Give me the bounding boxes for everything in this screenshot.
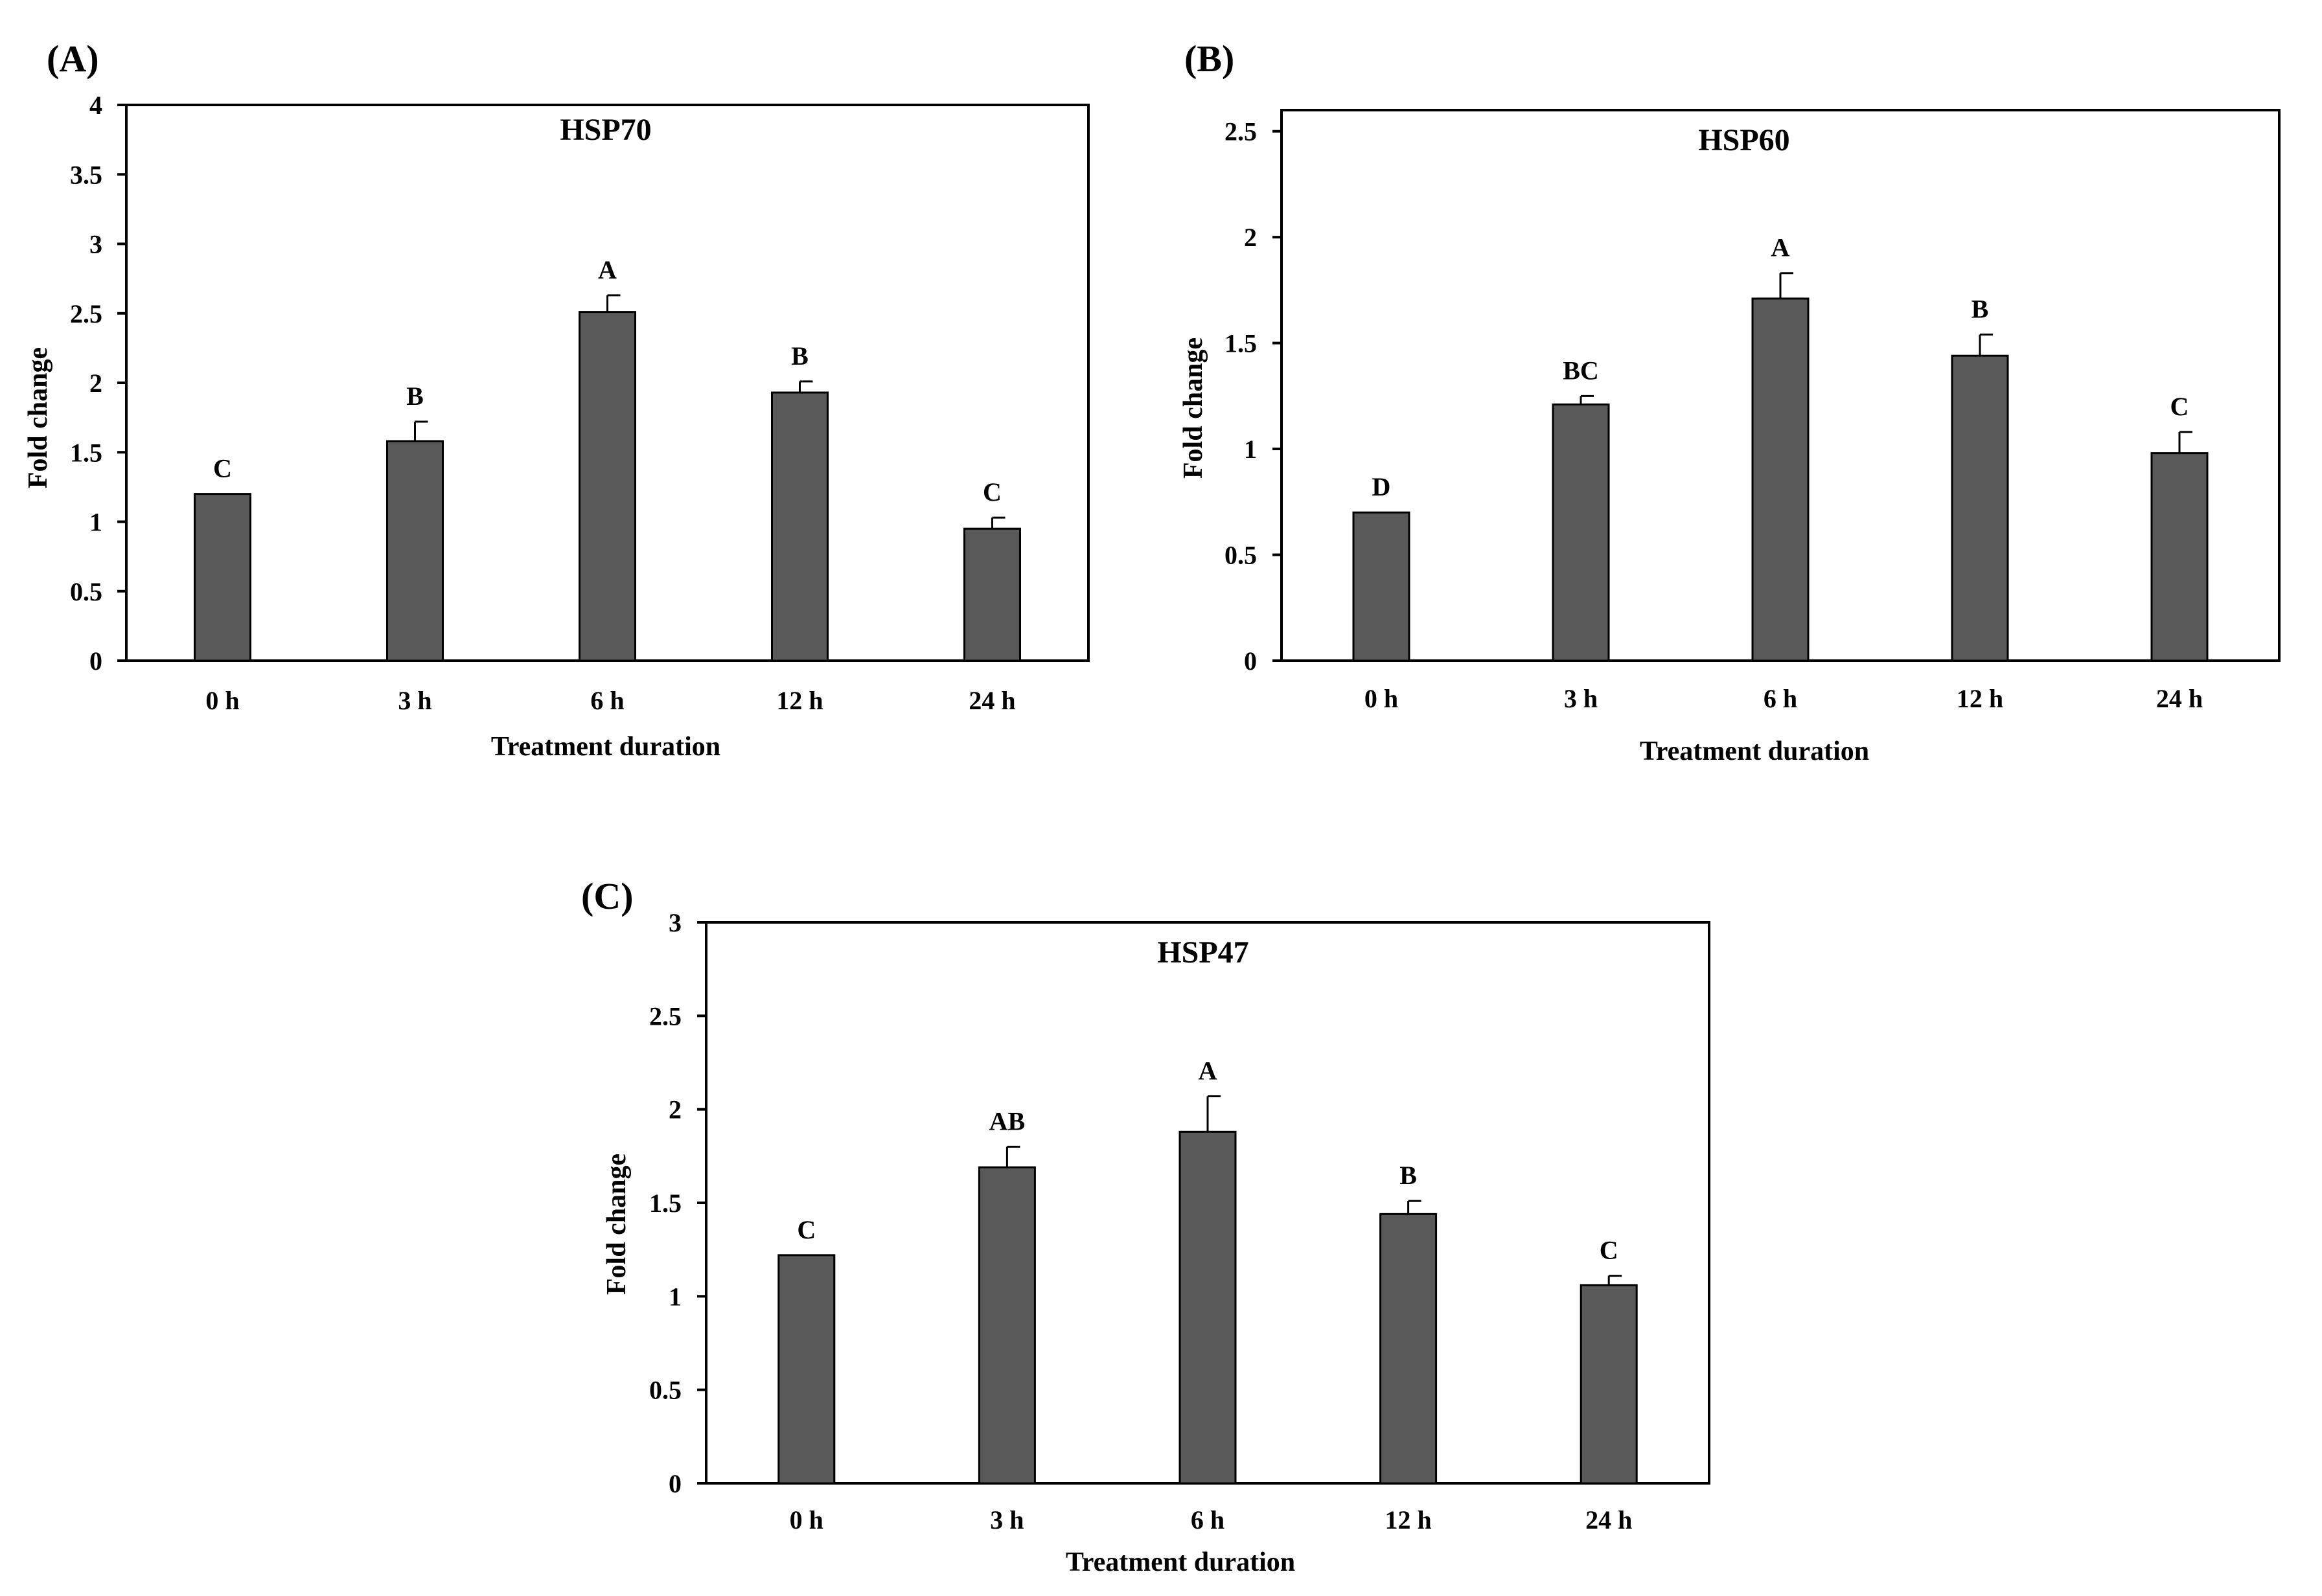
panel-b-significance-label: D [1372,472,1391,501]
panel-a-significance-label: C [213,454,232,483]
panel-a-bar [771,391,829,662]
panel-b-x-tick-label: 0 h [1364,684,1398,713]
panel-b-bar [1751,297,1810,662]
panel-a-x-tick-label: 12 h [776,686,823,715]
panel-c-x-tick-label: 3 h [990,1505,1024,1534]
panel-c-significance-label: C [797,1215,816,1244]
panel-b-significance-label: A [1771,233,1790,262]
panel-a-significance-label: B [406,382,424,411]
panel-a-letter: (A) [47,38,99,80]
panel-b-bar [2150,452,2209,662]
panel-b-x-tick-label: 3 h [1564,684,1598,713]
panel-b-y-tick-label: 2.5 [1224,117,1257,146]
panel-a-significance-label: B [791,341,809,370]
panel-b-x-axis-label: Treatment duration [1640,736,1869,766]
panel-c-plot-area: 0 0.5 1 1.5 2 2.5 3 C 0 h AB 3 h A 6 h B 12 h C 24 h [649,908,1710,1534]
panel-b-significance-label: C [2170,392,2189,421]
panel-c-bar [1379,1213,1438,1485]
panel-c-y-tick-label: 1.5 [649,1189,682,1218]
panel-c-y-tick-label: 0.5 [649,1376,682,1405]
panel-c-x-axis-label: Treatment duration [1066,1547,1295,1577]
panel-b-title: HSP60 [1698,123,1789,157]
panel-a-significance-label: C [983,477,1002,507]
panel-a-x-axis-label: Treatment duration [491,732,720,762]
panel-b-letter: (B) [1184,38,1234,80]
panel-c-y-tick-label: 0 [669,1469,682,1498]
panel-b-plot-area: 0 0.5 1 1.5 2 2.5 D 0 h BC 3 h A 6 h B 12 h C 24 h [1224,109,2281,713]
panel-b-y-tick-label: 1.5 [1224,329,1257,358]
panel-c-bar [1580,1284,1638,1485]
panel-c-bar [777,1254,836,1485]
panel-b-significance-label: B [1971,295,1989,324]
panel-b-bar [1352,511,1410,662]
panel-a-x-tick-label: 24 h [969,686,1015,715]
panel-a-y-tick-label: 3 [89,230,102,259]
panel-b-y-tick-label: 1 [1244,435,1257,464]
panel-b-x-tick-label: 24 h [2156,684,2203,713]
panel-c-significance-label: AB [989,1106,1026,1135]
panel-b-y-axis-label: Fold change [1178,337,1208,479]
panel-c-significance-label: A [1199,1056,1217,1085]
panel-c-y-axis-label: Fold change [602,1154,632,1295]
panel-a-y-axis-label: Fold change [23,347,53,488]
panel-b-bar [1552,403,1610,662]
panel-c-bar [1178,1130,1237,1485]
panel-a-bar [386,440,444,662]
panel-b: (B) HSP60 Treatment duration Fold change… [1178,38,2281,766]
panel-c-x-tick-label: 12 h [1385,1505,1431,1534]
panel-b-y-tick-label: 2 [1244,223,1257,252]
panel-c-significance-label: C [1600,1236,1618,1265]
panel-b-x-tick-label: 6 h [1764,684,1797,713]
panel-a-x-tick-label: 0 h [205,686,239,715]
panel-a-y-tick-label: 4 [89,91,102,120]
panel-c-x-tick-label: 6 h [1191,1505,1224,1534]
panel-a-x-tick-label: 6 h [590,686,624,715]
panel-a-y-tick-label: 0.5 [70,577,102,606]
panel-a-y-tick-label: 1.5 [70,438,102,467]
panel-a-title: HSP70 [560,113,651,147]
panel-b-y-tick-label: 0 [1244,646,1257,676]
panel-a-y-tick-label: 3.5 [70,160,102,189]
panel-c-x-tick-label: 0 h [790,1505,823,1534]
panel-a: (A) HSP70 Treatment duration Fold change… [23,38,1090,762]
panel-a-bar [194,493,251,662]
panel-c-x-tick-label: 24 h [1585,1505,1632,1534]
panel-b-bar [1951,354,2009,662]
panel-b-y-tick-label: 0.5 [1224,541,1257,570]
panel-a-bar [579,311,636,662]
panel-b-x-tick-label: 12 h [1957,684,2003,713]
panel-c-title: HSP47 [1157,935,1248,970]
panel-c-significance-label: B [1399,1161,1417,1190]
panel-c-letter: (C) [581,875,634,917]
panel-a-x-tick-label: 3 h [398,686,431,715]
panel-c-y-tick-label: 1 [669,1282,682,1311]
panel-a-bar [963,527,1021,662]
panel-b-significance-label: BC [1563,356,1599,385]
panel-a-y-tick-label: 2 [89,369,102,398]
panel-a-y-tick-label: 1 [89,508,102,537]
panel-c-y-tick-label: 2 [669,1095,682,1124]
panel-a-y-tick-label: 2.5 [70,299,102,328]
panel-c-y-tick-label: 3 [669,908,682,937]
panel-a-plot-area: 0 0.5 1 1.5 2 2.5 3 3.5 4 C 0 h B 3 h A 6 h B 12 h C 24 h [70,91,1090,715]
panel-a-y-tick-label: 0 [89,646,102,676]
panel-c-bar [978,1166,1036,1485]
panel-a-significance-label: A [598,255,617,284]
panel-c-y-tick-label: 2.5 [649,1001,682,1031]
panel-c: (C) HSP47 Treatment duration Fold change… [581,875,1710,1577]
